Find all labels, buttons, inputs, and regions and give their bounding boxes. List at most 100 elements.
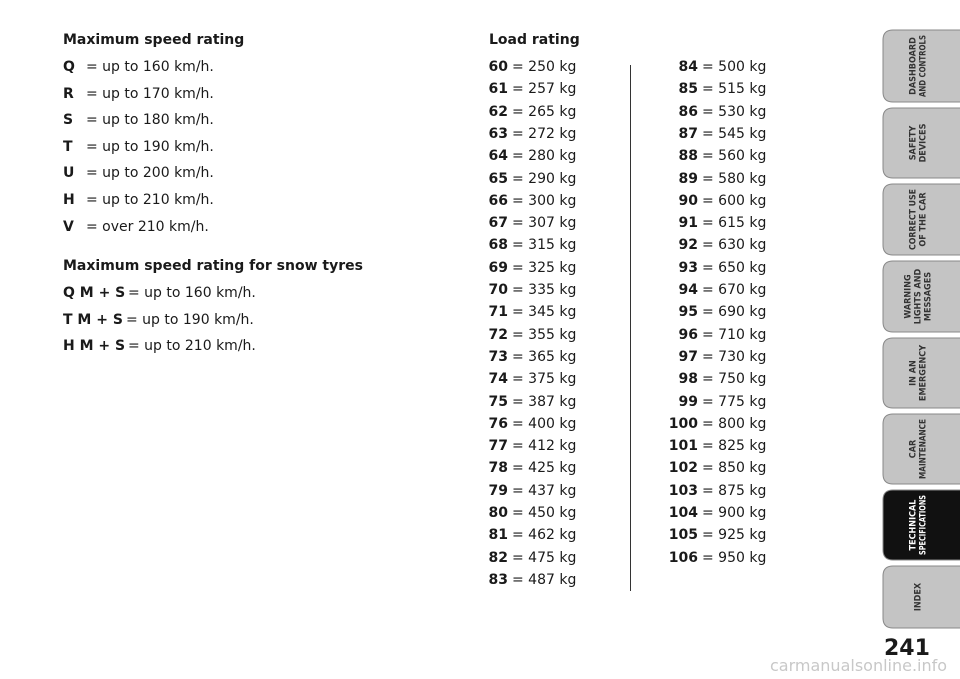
tab — [882, 413, 960, 485]
load-code: 66 — [488, 192, 508, 209]
rating-code: Q — [63, 59, 75, 75]
rating-code: S — [63, 112, 74, 129]
load-text: = 825 kg — [702, 438, 767, 455]
load-text: = 530 kg — [702, 103, 767, 120]
load-text: = 315 kg — [512, 237, 577, 254]
load-text: = 412 kg — [512, 438, 577, 455]
load-code: 89 — [678, 170, 698, 187]
load-code: 75 — [488, 393, 508, 410]
load-text: = 307 kg — [512, 215, 577, 232]
tab-label: LIGHTS AND — [914, 268, 924, 324]
load-code: 100 — [668, 415, 698, 432]
load-text: = 400 kg — [512, 415, 577, 432]
load-text: = 280 kg — [512, 148, 577, 165]
tab-label: IN AN — [909, 360, 919, 386]
tab-label: WARNING — [904, 274, 914, 319]
load-code: 62 — [488, 103, 508, 120]
load-text: = 630 kg — [702, 237, 767, 254]
load-text: = 515 kg — [702, 81, 767, 98]
load-text: = 690 kg — [702, 304, 767, 321]
rating-text: = up to 190 km/h. — [86, 138, 214, 155]
tab-label: MAINTENANCE — [919, 419, 929, 479]
load-code: 69 — [488, 259, 508, 276]
load-text: = 950 kg — [702, 549, 767, 566]
load-text: = 257 kg — [512, 81, 577, 98]
load-text: = 670 kg — [702, 282, 767, 298]
load-text: = 425 kg — [512, 460, 577, 477]
load-code: 94 — [678, 282, 698, 298]
load-code: 83 — [488, 571, 508, 588]
load-code: 105 — [668, 527, 698, 544]
rating-code: H M + S — [63, 338, 126, 355]
load-text: = 900 kg — [702, 505, 767, 521]
load-code: 99 — [678, 393, 698, 410]
tab — [882, 489, 960, 561]
rating-text: = up to 170 km/h. — [86, 85, 214, 102]
page-number: 241 — [884, 636, 930, 661]
load-text: = 355 kg — [512, 326, 577, 343]
load-code: 76 — [488, 415, 508, 432]
load-code: 77 — [488, 438, 508, 455]
tab — [882, 565, 960, 629]
section-title: Maximum speed rating — [63, 32, 245, 48]
load-text: = 750 kg — [702, 371, 767, 388]
rating-code: V — [63, 218, 74, 235]
tab-label: EMERGENCY — [919, 345, 929, 401]
load-text: = 615 kg — [702, 215, 767, 232]
load-code: 72 — [488, 326, 508, 343]
load-text: = 250 kg — [512, 59, 577, 75]
rating-code: R — [63, 85, 74, 102]
tab — [882, 337, 960, 409]
rating-code: U — [63, 165, 75, 182]
load-text: = 925 kg — [702, 527, 767, 544]
column-divider — [630, 65, 631, 591]
load-text: = 375 kg — [512, 371, 577, 388]
tab-label: MESSAGES — [924, 272, 934, 321]
tab-label: SPECIFICATIONS — [919, 495, 929, 555]
rating-text: = up to 180 km/h. — [86, 112, 214, 129]
rating-code: T — [63, 138, 73, 155]
load-code: 87 — [678, 125, 698, 142]
load-text: = 365 kg — [512, 348, 577, 365]
load-text: = 475 kg — [512, 549, 577, 566]
load-code: 68 — [488, 237, 508, 254]
tab-label: TECHNICAL — [909, 500, 919, 551]
rating-code: H — [63, 192, 75, 208]
rating-code: Q M + S — [63, 285, 126, 301]
load-text: = 387 kg — [512, 393, 577, 410]
load-code: 101 — [668, 438, 698, 455]
load-code: 78 — [488, 460, 508, 477]
load-code: 60 — [488, 59, 508, 75]
rating-code: T M + S — [63, 311, 123, 328]
load-code: 84 — [678, 59, 698, 75]
tab — [882, 260, 960, 333]
load-code: 98 — [678, 371, 698, 388]
tab-label: INDEX — [914, 582, 924, 611]
load-code: 104 — [668, 505, 698, 521]
load-text: = 325 kg — [512, 259, 577, 276]
load-code: 65 — [488, 170, 508, 187]
load-code: 85 — [678, 81, 698, 98]
load-text: = 850 kg — [702, 460, 767, 477]
load-code: 103 — [668, 482, 698, 499]
load-code: 61 — [488, 81, 508, 98]
rating-text: = up to 160 km/h. — [128, 285, 256, 301]
tab-label: DASHBOARD — [909, 37, 919, 95]
load-code: 91 — [678, 215, 698, 232]
load-text: = 730 kg — [702, 348, 767, 365]
load-text: = 545 kg — [702, 125, 767, 142]
load-code: 106 — [668, 549, 698, 566]
load-code: 102 — [668, 460, 698, 477]
section-title: Load rating — [489, 32, 580, 48]
load-code: 74 — [488, 371, 508, 388]
tab-label: CAR — [909, 439, 919, 458]
tab-label: AND CONTROLS — [919, 35, 929, 97]
load-code: 80 — [488, 505, 508, 521]
load-text: = 335 kg — [512, 282, 577, 298]
tab-label: OF THE CAR — [919, 192, 929, 247]
load-code: 95 — [678, 304, 698, 321]
load-code: 96 — [678, 326, 698, 343]
tab-label: DEVICES — [919, 123, 929, 162]
load-text: = 300 kg — [512, 192, 577, 209]
